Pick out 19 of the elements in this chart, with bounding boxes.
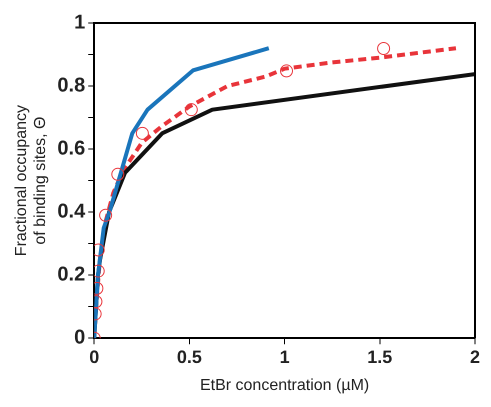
point: [111, 168, 124, 181]
y-tick-label: 0: [74, 326, 86, 349]
x-tick-label: 0: [89, 346, 100, 367]
point: [99, 208, 112, 222]
y-tick-label: 0.8: [57, 74, 86, 97]
point: [184, 103, 198, 116]
y-tick-label: 0.2: [57, 264, 86, 286]
point: [377, 42, 390, 56]
y-axis-title: Fractional occupancy of binding sites, Θ: [13, 105, 50, 256]
x-axis-title: EtBr concentration (µM): [200, 376, 370, 394]
y-tick-label: 1: [74, 12, 86, 34]
point: [280, 64, 294, 78]
point: [136, 126, 149, 140]
x-tick-label: 1.5: [367, 346, 392, 367]
y-tick-label: 0.6: [57, 138, 86, 160]
x-tick-label: 1: [280, 346, 290, 367]
x-tick-label: 2: [470, 346, 480, 367]
x-tick-label: 0.5: [176, 346, 202, 367]
y-tick-label: 0.4: [57, 200, 86, 223]
